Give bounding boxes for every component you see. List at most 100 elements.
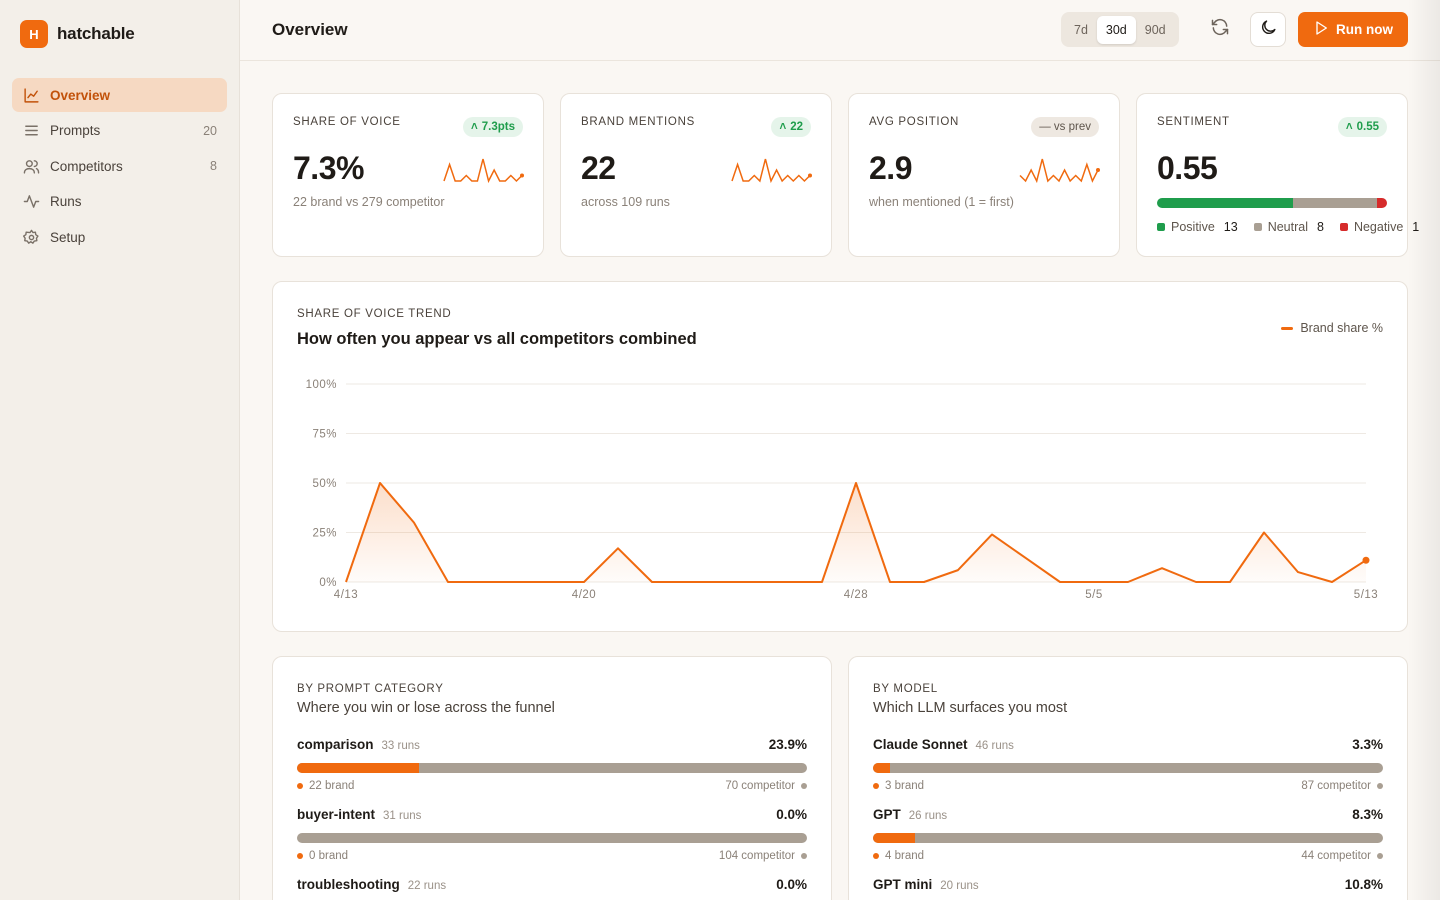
row-runs: 26 runs (908, 810, 948, 822)
kpi-card-share-of-voice: SHARE OF VOICE ˄ 7.3pts 7.3% 22 brand vs … (272, 93, 544, 257)
competitor-dot (1377, 783, 1383, 789)
data-point[interactable] (411, 520, 417, 526)
data-point[interactable] (1159, 565, 1165, 571)
section-label: BY PROMPT CATEGORY (297, 683, 444, 695)
data-point[interactable] (853, 480, 859, 486)
data-point[interactable] (1125, 579, 1131, 585)
row-name: troubleshooting (297, 877, 400, 892)
sparkline-path (443, 158, 523, 184)
sidebar-nav: Overview Prompts 20 Competitors 8 Runs (0, 68, 239, 254)
data-point[interactable] (581, 579, 587, 585)
section-subtitle: Which LLM surfaces you most (873, 700, 1068, 716)
legend-positive: Positive 13 (1157, 220, 1238, 234)
brand-dot (297, 853, 303, 859)
row-footer: 4 brand 44 competitor (873, 850, 1383, 862)
sidebar-item-label: Runs (50, 194, 82, 209)
data-point[interactable] (989, 531, 995, 537)
sidebar-item-setup[interactable]: Setup (12, 220, 227, 254)
data-point[interactable] (649, 579, 655, 585)
brand[interactable]: H hatchable (0, 0, 239, 68)
by-model-card: BY MODEL Which LLM surfaces you most Cla… (848, 656, 1408, 900)
data-point[interactable] (717, 579, 723, 585)
data-point[interactable] (377, 480, 383, 486)
data-point[interactable] (751, 579, 757, 585)
data-point[interactable] (513, 579, 519, 585)
range-7d-button[interactable]: 7d (1074, 22, 1088, 37)
sidebar-item-competitors[interactable]: Competitors 8 (12, 149, 227, 183)
data-point[interactable] (1261, 530, 1267, 536)
row-percent: 23.9% (768, 737, 807, 752)
sidebar-item-label: Overview (50, 87, 111, 103)
range-90d-button[interactable]: 90d (1144, 22, 1166, 37)
share-bar (873, 763, 1383, 773)
breakdown-row[interactable]: buyer-intent 31 runs 0.0% 0 brand 104 compet… (297, 807, 807, 862)
competitor-count: 104 competitor (718, 850, 795, 862)
data-point[interactable] (1057, 579, 1063, 585)
data-point[interactable] (547, 579, 553, 585)
share-bar-fill (873, 763, 890, 773)
top-bar: Overview 7d 30d 90d Run now (240, 0, 1440, 61)
breakdown-row[interactable]: Claude Sonnet 46 runs 3.3% 3 brand 87 compet… (873, 737, 1383, 792)
sparkline (1019, 158, 1100, 184)
brand-name: hatchable (57, 24, 135, 43)
chart-legend: Brand share % (1281, 321, 1383, 335)
breakdown-row[interactable]: troubleshooting 22 runs 0.0% (297, 877, 807, 900)
x-tick-label: 4/28 (844, 589, 868, 601)
sidebar-item-count: 8 (210, 159, 217, 173)
breakdown-row[interactable]: GPT 26 runs 8.3% 4 brand 44 competitor (873, 807, 1383, 862)
row-runs: 22 runs (407, 880, 447, 892)
sidebar-item-runs[interactable]: Runs (12, 185, 227, 219)
data-point[interactable] (1295, 569, 1301, 575)
sidebar-item-overview[interactable]: Overview (12, 78, 227, 112)
legend-swatch (1339, 223, 1348, 231)
sidebar-item-prompts[interactable]: Prompts 20 (12, 114, 227, 148)
y-tick-label: 75% (312, 429, 337, 441)
refresh-icon (1210, 17, 1230, 42)
play-icon (1313, 20, 1336, 39)
by-prompt-category-card: BY PROMPT CATEGORY Where you win or lose… (272, 656, 832, 900)
brand-count: 4 brand (885, 850, 925, 862)
data-point[interactable] (887, 579, 893, 585)
data-point[interactable] (1023, 555, 1029, 561)
kpi-value: 7.3% (293, 150, 364, 186)
data-point[interactable] (615, 545, 621, 551)
legend-label: Negative (1353, 220, 1404, 234)
x-tick-label: 5/5 (1085, 589, 1103, 601)
data-point[interactable] (921, 579, 927, 585)
theme-toggle-button[interactable] (1250, 12, 1286, 47)
data-point[interactable] (955, 567, 961, 573)
legend-count: 1 (1412, 220, 1420, 234)
run-now-button[interactable]: Run now (1298, 12, 1408, 47)
data-point[interactable] (479, 579, 485, 585)
sidebar: H hatchable Overview Prompts 20 Competit… (0, 0, 240, 900)
data-point[interactable] (819, 579, 825, 585)
legend-line-swatch (1281, 326, 1294, 330)
competitor-dot (801, 853, 807, 859)
data-point[interactable] (683, 579, 689, 585)
share-bar-fill (873, 833, 916, 843)
y-tick-label: 0% (319, 577, 337, 589)
data-point[interactable] (1329, 579, 1335, 585)
activity-icon (22, 193, 40, 211)
kpi-label: AVG POSITION (869, 116, 959, 128)
refresh-button[interactable] (1202, 12, 1238, 47)
data-point[interactable] (1362, 556, 1370, 564)
kpi-badge-text: 7.3pts (481, 121, 515, 133)
range-30d-button[interactable]: 30d (1096, 15, 1136, 44)
data-point[interactable] (1227, 579, 1233, 585)
brand-count: 3 brand (885, 780, 925, 792)
data-point[interactable] (1091, 579, 1097, 585)
breakdown-row[interactable]: GPT mini 20 runs 10.8% (873, 877, 1383, 900)
breakdown-row[interactable]: comparison 33 runs 23.9% 22 brand 70 competi… (297, 737, 807, 792)
data-point[interactable] (445, 579, 451, 585)
x-tick-label: 5/13 (1354, 589, 1378, 601)
trend-chart: 100% 75% 50% 25% 0%4/13 4/20 4/28 5/5 5/13 (306, 379, 1378, 601)
data-point[interactable] (343, 579, 349, 585)
sidebar-item-label: Setup (50, 229, 86, 245)
row-header: Claude Sonnet 46 runs 3.3% (873, 737, 1383, 755)
legend-label: Brand share % (1300, 321, 1383, 335)
legend-negative: Negative 1 (1339, 220, 1420, 234)
share-bar-fill (297, 763, 419, 773)
data-point[interactable] (1193, 579, 1199, 585)
data-point[interactable] (785, 579, 791, 585)
